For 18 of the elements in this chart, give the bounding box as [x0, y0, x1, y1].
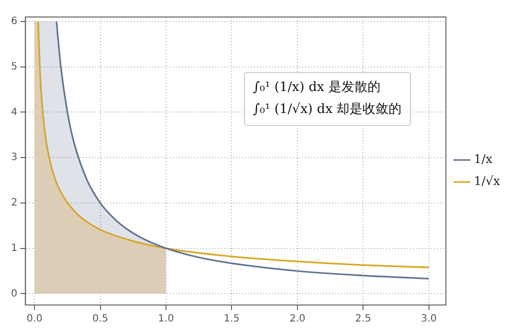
x-tick-label: 2.0: [289, 314, 306, 325]
x-tick-label: 1.5: [224, 314, 240, 325]
y-tick-label: 2: [10, 198, 18, 209]
y-tick-label: 4: [10, 106, 18, 118]
x-tick-label: 2.5: [355, 314, 372, 325]
annotation: ∫₀¹ (1/x) dx 是发散的: [253, 79, 382, 97]
y-tick-label: 3: [10, 152, 18, 164]
x-tick-label: 0.0: [26, 314, 43, 325]
x-tick-label: 1.0: [158, 314, 174, 325]
x-tick-label: 0.5: [92, 314, 108, 325]
annotation: ∫₀¹ (1/√x) dx 却是收敛的: [253, 101, 402, 119]
x-tick-label: 3.0: [420, 314, 437, 325]
legend-label: 1/x: [474, 152, 493, 166]
y-tick-label: 5: [10, 61, 18, 72]
y-tick-label: 6: [10, 16, 18, 28]
y-tick-label: 1: [10, 242, 18, 254]
y-tick-label: 0: [10, 288, 18, 300]
legend-label: 1/√x: [474, 174, 500, 188]
